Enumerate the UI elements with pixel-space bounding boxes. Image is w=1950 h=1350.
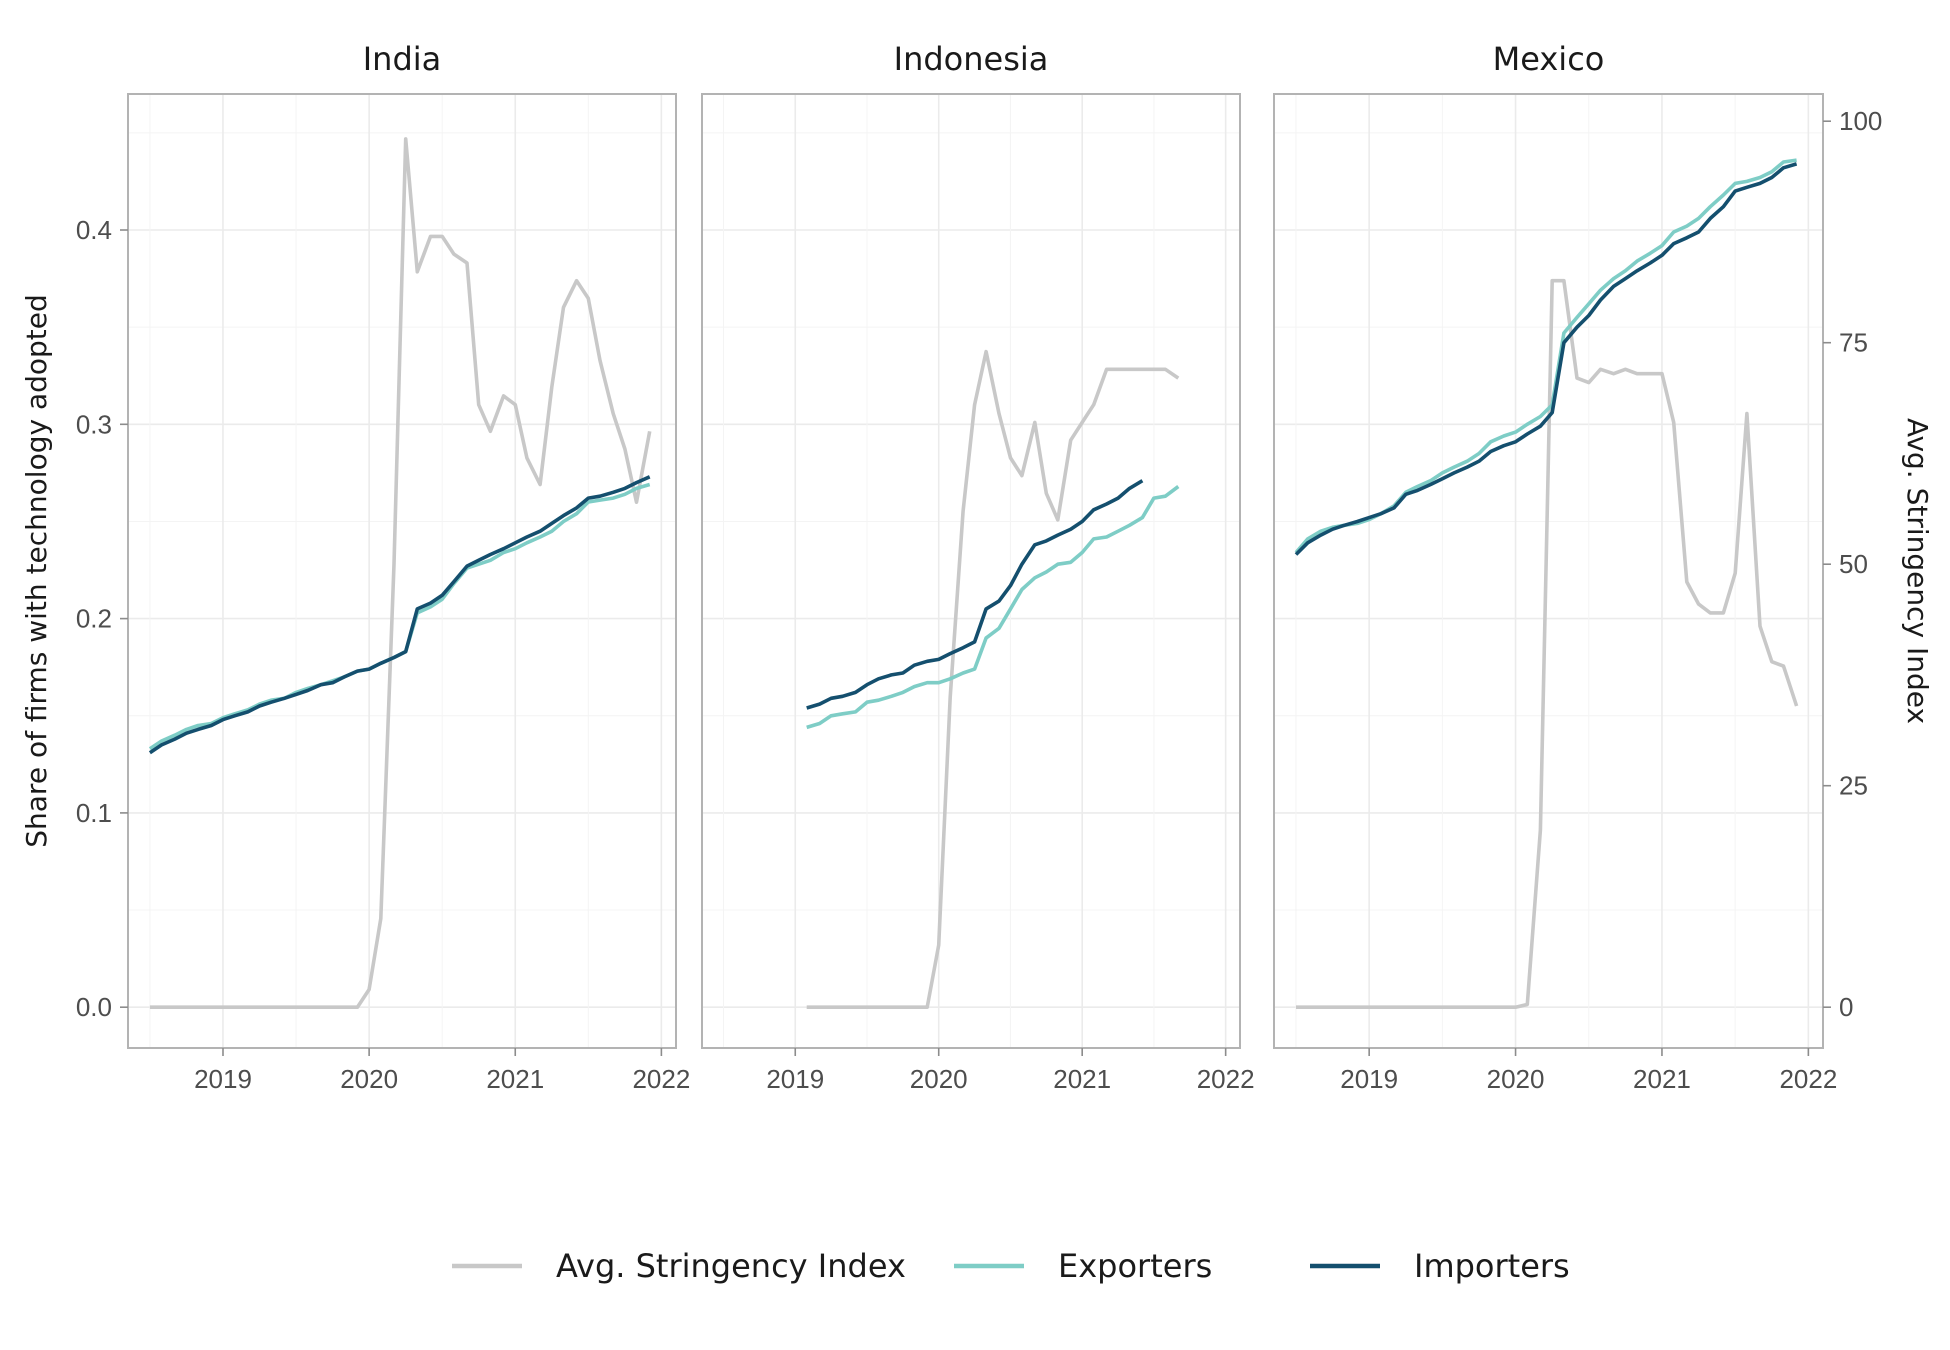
series-line-exporters (148, 482, 651, 751)
y-right-tick-label: 75 (1839, 328, 1868, 358)
series-line-avg-stringency-index (806, 349, 1180, 1010)
legend-item-avg-stringency-index: Avg. Stringency Index (452, 1247, 906, 1285)
series-line-importers (148, 475, 651, 755)
y-right-tick-label: 0 (1839, 992, 1853, 1022)
y-right-tick-label: 25 (1839, 771, 1868, 801)
legend-label: Avg. Stringency Index (556, 1247, 906, 1285)
panel-title: Indonesia (894, 40, 1049, 78)
series-line-importers (806, 479, 1144, 710)
y-right-tick-label: 50 (1839, 549, 1868, 579)
y-right-axis-title: Avg. Stringency Index (1901, 418, 1934, 724)
series-line-exporters (806, 485, 1180, 730)
y-left-tick-label: 0.2 (76, 604, 112, 634)
x-tick-label: 2022 (632, 1064, 690, 1094)
x-tick-label: 2022 (1779, 1064, 1837, 1094)
panel-india: India 2019 2020 2021 2022 (127, 40, 690, 1094)
legend-item-importers: Importers (1310, 1247, 1570, 1285)
x-tick-label: 2020 (340, 1064, 398, 1094)
x-tick-label: 2020 (910, 1064, 968, 1094)
legend-label: Exporters (1058, 1247, 1212, 1285)
panel-frame (127, 93, 677, 1049)
x-tick-label: 2021 (486, 1064, 544, 1094)
x-tick-label: 2019 (1340, 1064, 1398, 1094)
x-tick-label: 2022 (1197, 1064, 1255, 1094)
legend-item-exporters: Exporters (954, 1247, 1212, 1285)
x-tick-label: 2019 (194, 1064, 252, 1094)
y-left-axis-title: Share of firms with technology adopted (20, 294, 53, 848)
panel-title: India (363, 40, 442, 78)
y-left-tick-label: 0.3 (76, 409, 112, 439)
panels: India 2019 2020 2021 2022 Indonesia 2019 2020 20… (127, 40, 1837, 1094)
series-line-avg-stringency-index (149, 137, 652, 1010)
series-line-importers (1294, 162, 1798, 556)
panel-frame (1273, 93, 1824, 1049)
x-tick-label: 2020 (1487, 1064, 1545, 1094)
panel-frame (701, 93, 1241, 1049)
y-left-tick-label: 0.0 (76, 992, 112, 1022)
x-tick-label: 2021 (1053, 1064, 1111, 1094)
panel-indonesia: Indonesia 2019 2020 2021 2022 (701, 40, 1255, 1094)
series-line-avg-stringency-index (1296, 278, 1799, 1010)
gridlines (702, 94, 1240, 1048)
x-tick-label: 2021 (1633, 1064, 1691, 1094)
panel-title: Mexico (1493, 40, 1605, 78)
legend: Avg. Stringency Index Exporters Importers (452, 1247, 1570, 1285)
y-right-tick-label: 100 (1839, 106, 1882, 136)
y-left-tick-label: 0.1 (76, 798, 112, 828)
legend-label: Importers (1414, 1247, 1570, 1285)
x-tick-label: 2019 (766, 1064, 824, 1094)
axes: 0.0 0.1 0.2 0.3 0.4 Share of firms with techn… (20, 106, 1934, 1022)
gridlines (1274, 94, 1823, 1048)
y-left-tick-label: 0.4 (76, 215, 112, 245)
panel-mexico: Mexico 2019 2020 2021 2022 (1273, 40, 1837, 1094)
